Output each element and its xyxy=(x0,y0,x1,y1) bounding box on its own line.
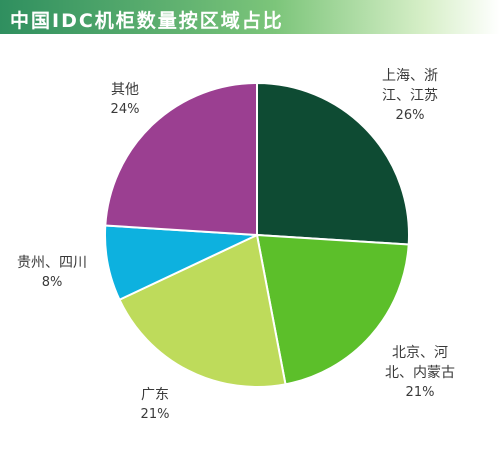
slice-label-other-line1: 其他 xyxy=(111,82,139,98)
pie-slice-guangdong xyxy=(118,233,287,388)
slice-label-beijing-percent: 21% xyxy=(405,385,435,400)
slice-label-guangdong-percent: 21% xyxy=(140,407,170,422)
pie-slice-other xyxy=(104,81,258,237)
slice-label-shanghai-percent: 26% xyxy=(395,108,425,123)
slice-label-guizhou-line1: 贵州、四川 xyxy=(17,255,87,271)
pie-slice-beijing xyxy=(255,233,410,386)
slice-label-guangdong-line1: 广东 xyxy=(141,387,169,403)
slice-label-beijing-line2: 北、内蒙古 xyxy=(385,365,455,381)
slice-label-beijing: 北京、河 北、内蒙古 21% xyxy=(372,343,468,403)
chart-title: 中国IDC机柜数量按区域占比 xyxy=(10,10,284,32)
slice-label-other: 其他 24% xyxy=(95,80,155,120)
slice-label-other-percent: 24% xyxy=(110,102,140,117)
slice-label-guizhou: 贵州、四川 8% xyxy=(4,253,100,293)
slice-label-shanghai: 上海、浙 江、江苏 26% xyxy=(362,66,458,126)
slice-label-guizhou-percent: 8% xyxy=(41,275,63,290)
slice-label-beijing-line1: 北京、河 xyxy=(392,345,448,361)
title-bar: 中国IDC机柜数量按区域占比 xyxy=(0,0,500,34)
slice-label-guangdong: 广东 21% xyxy=(120,385,190,425)
slice-label-shanghai-line1: 上海、浙 xyxy=(382,68,438,84)
slice-label-shanghai-line2: 江、江苏 xyxy=(382,88,438,104)
pie-slice-shanghai xyxy=(256,81,410,246)
